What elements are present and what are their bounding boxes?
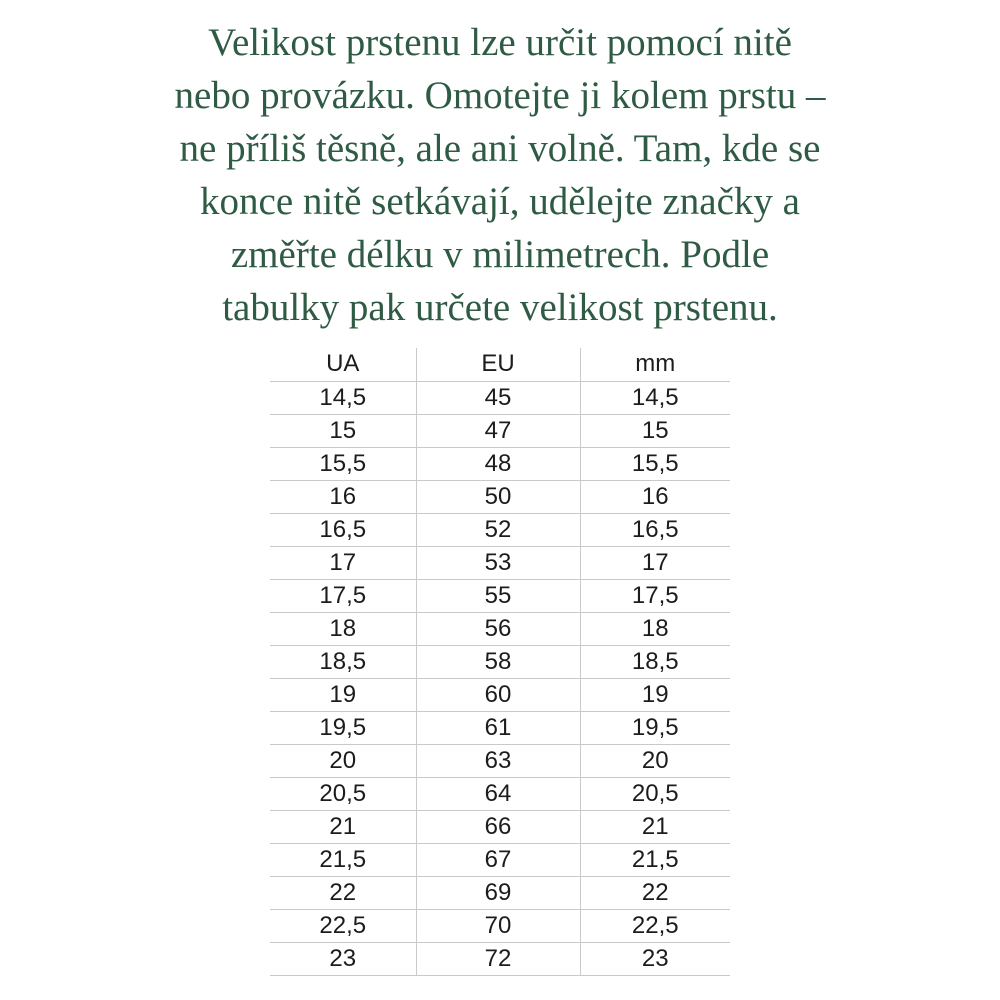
cell-mm: 16	[580, 480, 730, 514]
table-row: 22 69 22	[270, 876, 730, 910]
cell-eu: 50	[416, 480, 581, 514]
intro-line-3: ne příliš těsně, ale ani volně. Tam, kde…	[179, 127, 821, 170]
table-row: 15 47 15	[270, 414, 730, 448]
ring-size-table: UA EU mm 14,5 45 14,5 15 47 15 15,5 48 1…	[270, 348, 730, 976]
table-row: 21,5 67 21,5	[270, 843, 730, 877]
cell-eu: 72	[416, 942, 581, 976]
cell-ua: 22	[270, 876, 417, 910]
cell-mm: 20	[580, 744, 730, 778]
cell-eu: 55	[416, 579, 581, 613]
table-row: 16,5 52 16,5	[270, 513, 730, 547]
table-row: 19,5 61 19,5	[270, 711, 730, 745]
table-row: 17,5 55 17,5	[270, 579, 730, 613]
cell-mm: 19,5	[580, 711, 730, 745]
cell-mm: 16,5	[580, 513, 730, 547]
cell-ua: 21	[270, 810, 417, 844]
cell-mm: 15,5	[580, 447, 730, 481]
cell-ua: 16,5	[270, 513, 417, 547]
cell-eu: 58	[416, 645, 581, 679]
table-row: 16 50 16	[270, 480, 730, 514]
table-header-row: UA EU mm	[270, 348, 730, 382]
cell-ua: 23	[270, 942, 417, 976]
col-header-eu: EU	[416, 348, 581, 382]
table-row: 21 66 21	[270, 810, 730, 844]
col-header-ua: UA	[270, 348, 417, 382]
cell-ua: 15	[270, 414, 417, 448]
col-header-mm: mm	[580, 348, 730, 382]
cell-mm: 17	[580, 546, 730, 580]
cell-mm: 23	[580, 942, 730, 976]
table-row: 18 56 18	[270, 612, 730, 646]
table-row: 20,5 64 20,5	[270, 777, 730, 811]
cell-ua: 21,5	[270, 843, 417, 877]
cell-mm: 14,5	[580, 381, 730, 415]
cell-ua: 19	[270, 678, 417, 712]
cell-ua: 19,5	[270, 711, 417, 745]
table-row: 22,5 70 22,5	[270, 909, 730, 943]
cell-ua: 22,5	[270, 909, 417, 943]
intro-line-1: Velikost prstenu lze určit pomocí nitě	[208, 21, 792, 64]
intro-line-6: tabulky pak určete velikost prstenu.	[222, 286, 778, 329]
cell-eu: 61	[416, 711, 581, 745]
cell-eu: 66	[416, 810, 581, 844]
cell-mm: 21	[580, 810, 730, 844]
table-row: 20 63 20	[270, 744, 730, 778]
cell-mm: 19	[580, 678, 730, 712]
cell-eu: 69	[416, 876, 581, 910]
cell-ua: 18	[270, 612, 417, 646]
cell-eu: 47	[416, 414, 581, 448]
cell-ua: 20,5	[270, 777, 417, 811]
cell-ua: 16	[270, 480, 417, 514]
cell-ua: 15,5	[270, 447, 417, 481]
intro-paragraph: Velikost prstenu lze určit pomocí nitě n…	[0, 0, 1000, 334]
cell-eu: 64	[416, 777, 581, 811]
cell-mm: 22,5	[580, 909, 730, 943]
table-row: 23 72 23	[270, 942, 730, 976]
cell-ua: 17,5	[270, 579, 417, 613]
table-row: 18,5 58 18,5	[270, 645, 730, 679]
table-row: 14,5 45 14,5	[270, 381, 730, 415]
cell-ua: 18,5	[270, 645, 417, 679]
cell-mm: 20,5	[580, 777, 730, 811]
cell-eu: 63	[416, 744, 581, 778]
cell-eu: 48	[416, 447, 581, 481]
cell-ua: 20	[270, 744, 417, 778]
cell-ua: 14,5	[270, 381, 417, 415]
table-row: 15,5 48 15,5	[270, 447, 730, 481]
intro-line-5: změřte délku v milimetrech. Podle	[230, 233, 770, 276]
intro-line-4: konce nitě setkávají, udělejte značky a	[200, 180, 800, 223]
cell-mm: 15	[580, 414, 730, 448]
cell-eu: 56	[416, 612, 581, 646]
cell-ua: 17	[270, 546, 417, 580]
cell-mm: 22	[580, 876, 730, 910]
cell-mm: 18	[580, 612, 730, 646]
table-row: 19 60 19	[270, 678, 730, 712]
cell-eu: 53	[416, 546, 581, 580]
cell-mm: 18,5	[580, 645, 730, 679]
cell-eu: 60	[416, 678, 581, 712]
intro-line-2: nebo provázku. Omotejte ji kolem prstu –	[174, 74, 826, 117]
cell-eu: 70	[416, 909, 581, 943]
cell-mm: 17,5	[580, 579, 730, 613]
cell-mm: 21,5	[580, 843, 730, 877]
table-row: 17 53 17	[270, 546, 730, 580]
cell-eu: 67	[416, 843, 581, 877]
cell-eu: 45	[416, 381, 581, 415]
cell-eu: 52	[416, 513, 581, 547]
